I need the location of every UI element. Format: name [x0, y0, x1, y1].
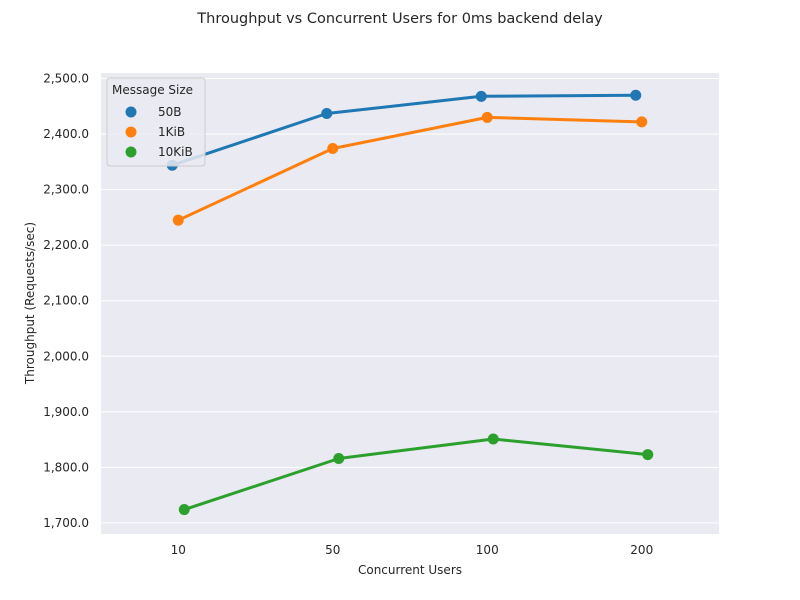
x-tick-label: 200: [630, 543, 653, 557]
legend: Message Size 50B 1KiB 10KiB: [106, 77, 206, 167]
data-point-50B: [475, 90, 487, 102]
legend-label-50B: 50B: [158, 105, 182, 119]
legend-box: [106, 77, 206, 167]
y-tick-label: 1,800.0: [43, 460, 89, 474]
data-point-10KiB: [333, 452, 345, 464]
y-axis-ticks: 1,700.0 1,800.0 1,900.0 2,000.0 2,100.0 2,200…: [43, 72, 89, 530]
data-point-1KiB: [327, 143, 339, 155]
data-point-50B: [321, 108, 333, 120]
data-point-1KiB: [481, 111, 493, 123]
series-line-10KiB: [183, 437, 648, 512]
data-point-10KiB: [487, 433, 499, 445]
y-axis-label: Throughput (Requests/sec): [23, 222, 37, 385]
data-point-50B: [630, 89, 642, 101]
chart-title: Throughput vs Concurrent Users for 0ms b…: [196, 11, 603, 27]
x-tick-label: 10: [171, 543, 186, 557]
legend-label-1KiB: 1KiB: [158, 125, 185, 139]
y-tick-label: 2,100.0: [43, 294, 89, 308]
series-line-1KiB: [177, 115, 642, 222]
data-point-10KiB: [178, 504, 190, 516]
y-tick-label: 2,200.0: [43, 238, 89, 252]
legend-marker-1KiB: [125, 126, 137, 138]
x-tick-label: 100: [476, 543, 499, 557]
y-tick-label: 2,000.0: [43, 349, 89, 363]
x-axis-ticks: 10 50 100 200: [171, 543, 654, 557]
y-tick-label: 1,700.0: [43, 516, 89, 530]
x-axis-label: Concurrent Users: [358, 563, 462, 577]
legend-label-10KiB: 10KiB: [158, 145, 193, 159]
legend-marker-50B: [125, 106, 137, 118]
y-tick-label: 2,400.0: [43, 127, 89, 141]
data-point-1KiB: [172, 214, 184, 226]
y-tick-label: 2,500.0: [43, 72, 89, 86]
legend-title: Message Size: [112, 83, 193, 97]
y-tick-label: 2,300.0: [43, 183, 89, 197]
legend-items: 50B 1KiB 10KiB: [125, 105, 193, 159]
y-tick-label: 1,900.0: [43, 405, 89, 419]
series-line-50B: [171, 93, 636, 167]
data-point-10KiB: [642, 449, 654, 461]
data-point-1KiB: [636, 116, 648, 128]
legend-marker-10KiB: [125, 146, 137, 158]
x-tick-label: 50: [325, 543, 340, 557]
